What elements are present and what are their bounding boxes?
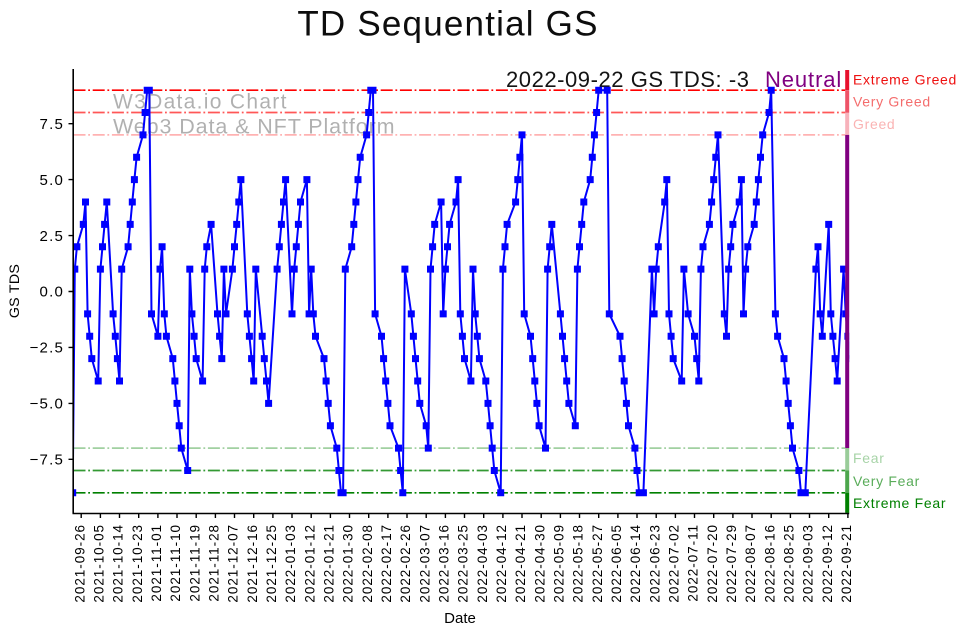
svg-text:Date: Date: [444, 610, 476, 627]
svg-text:2022-08-07: 2022-08-07: [743, 524, 758, 603]
svg-text:2022-01-12: 2022-01-12: [302, 524, 317, 603]
svg-text:2022-04-21: 2022-04-21: [513, 524, 528, 603]
svg-text:Greed: Greed: [853, 116, 895, 132]
svg-text:Neutral: Neutral: [765, 67, 842, 92]
svg-text:Extreme Fear: Extreme Fear: [853, 495, 946, 511]
svg-text:2022-03-07: 2022-03-07: [417, 524, 432, 603]
svg-text:2021-11-19: 2021-11-19: [187, 524, 202, 602]
svg-text:2022-09-22 GS TDS: -3: 2022-09-22 GS TDS: -3: [506, 67, 749, 92]
svg-text:2022-07-02: 2022-07-02: [667, 524, 682, 603]
svg-text:2022-01-21: 2022-01-21: [322, 524, 337, 603]
svg-text:2022-09-12: 2022-09-12: [820, 524, 835, 603]
svg-text:2021-12-25: 2021-12-25: [264, 524, 279, 603]
svg-text:2022-01-30: 2022-01-30: [341, 524, 356, 603]
svg-text:2022-08-25: 2022-08-25: [782, 524, 797, 603]
svg-text:2022-04-12: 2022-04-12: [494, 524, 509, 603]
svg-text:2022-09-03: 2022-09-03: [801, 524, 816, 603]
svg-text:2022-02-08: 2022-02-08: [360, 524, 375, 603]
svg-text:2022-02-26: 2022-02-26: [398, 524, 413, 603]
svg-text:2022-07-11: 2022-07-11: [686, 524, 701, 602]
svg-text:2022-07-20: 2022-07-20: [705, 524, 720, 603]
svg-text:7.5: 7.5: [40, 116, 64, 133]
svg-text:2022-03-25: 2022-03-25: [456, 524, 471, 603]
svg-text:TD Sequential GS: TD Sequential GS: [297, 5, 598, 44]
svg-text:−5.0: −5.0: [30, 396, 64, 413]
svg-text:2021-11-28: 2021-11-28: [207, 524, 222, 602]
svg-text:0.0: 0.0: [40, 284, 64, 301]
svg-text:2021-10-14: 2021-10-14: [111, 524, 126, 603]
svg-text:2021-11-10: 2021-11-10: [168, 524, 183, 602]
svg-text:Very Greed: Very Greed: [853, 94, 931, 110]
svg-text:2022-08-16: 2022-08-16: [762, 524, 777, 603]
svg-text:−2.5: −2.5: [30, 340, 64, 357]
svg-text:2022-04-03: 2022-04-03: [475, 524, 490, 603]
svg-text:2021-11-01: 2021-11-01: [149, 524, 164, 602]
svg-text:−7.5: −7.5: [30, 452, 64, 469]
svg-text:2022-06-14: 2022-06-14: [628, 524, 643, 603]
svg-text:2.5: 2.5: [40, 228, 64, 245]
svg-text:Web3 Data & NFT Platform: Web3 Data & NFT Platform: [113, 115, 395, 139]
svg-text:2022-01-03: 2022-01-03: [283, 524, 298, 603]
svg-text:2021-10-23: 2021-10-23: [130, 524, 145, 603]
svg-text:Fear: Fear: [853, 450, 885, 466]
svg-text:2021-10-05: 2021-10-05: [92, 524, 107, 603]
svg-text:2022-03-16: 2022-03-16: [437, 524, 452, 603]
svg-text:W3Data.io Chart: W3Data.io Chart: [113, 91, 288, 114]
svg-text:GS TDS: GS TDS: [7, 264, 23, 318]
svg-text:2021-12-07: 2021-12-07: [226, 524, 241, 603]
svg-text:Very Fear: Very Fear: [853, 473, 920, 489]
svg-text:2022-06-05: 2022-06-05: [609, 524, 624, 603]
svg-text:2022-05-27: 2022-05-27: [590, 524, 605, 603]
svg-text:2022-02-17: 2022-02-17: [379, 524, 394, 603]
svg-text:5.0: 5.0: [40, 172, 64, 189]
svg-text:2022-05-09: 2022-05-09: [552, 524, 567, 603]
svg-text:2021-09-26: 2021-09-26: [72, 524, 87, 603]
svg-text:2022-09-21: 2022-09-21: [839, 524, 854, 603]
svg-text:2021-12-16: 2021-12-16: [245, 524, 260, 603]
svg-text:2022-06-23: 2022-06-23: [647, 524, 662, 603]
svg-text:Extreme Greed: Extreme Greed: [853, 72, 957, 88]
svg-text:2022-05-18: 2022-05-18: [571, 524, 586, 603]
svg-text:2022-07-29: 2022-07-29: [724, 524, 739, 603]
svg-text:2022-04-30: 2022-04-30: [532, 524, 547, 603]
